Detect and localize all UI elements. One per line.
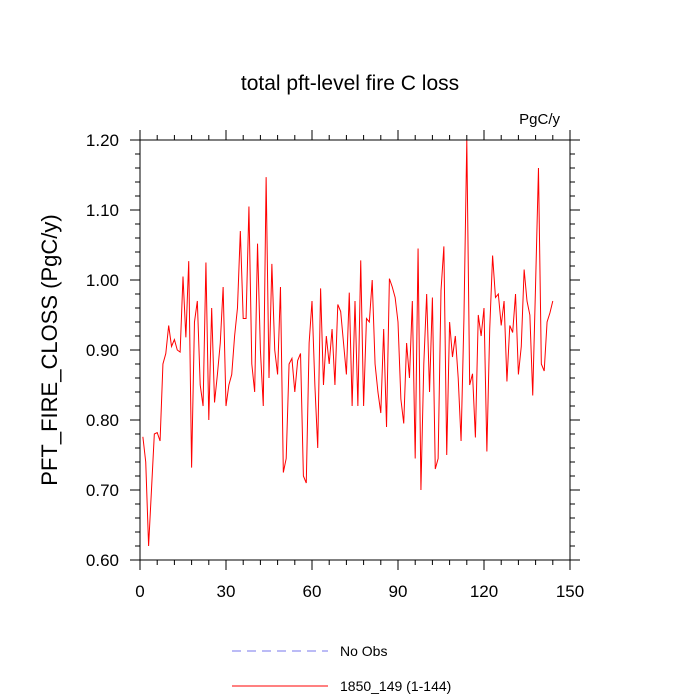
x-tick-label: 120 [470, 582, 498, 601]
x-tick-label: 30 [217, 582, 236, 601]
x-tick-label: 90 [389, 582, 408, 601]
legend-label-series: 1850_149 (1-144) [340, 678, 451, 694]
y-tick-label: 0.60 [86, 551, 119, 570]
legend-label-no-obs: No Obs [340, 643, 387, 659]
x-tick-label: 0 [135, 582, 144, 601]
x-tick-label: 150 [556, 582, 584, 601]
series-line-1850-149 [142, 139, 554, 547]
y-axis-label: PFT_FIRE_CLOSS (PgC/y) [37, 214, 62, 485]
x-tick-label: 60 [303, 582, 322, 601]
chart-title: total pft-level fire C loss [241, 72, 459, 95]
y-tick-label: 1.10 [86, 201, 119, 220]
y-tick-label: 1.00 [86, 271, 119, 290]
y-tick-label: 0.70 [86, 481, 119, 500]
units-label: PgC/y [519, 111, 560, 128]
y-tick-label: 1.20 [86, 131, 119, 150]
y-tick-label: 0.80 [86, 411, 119, 430]
y-tick-label: 0.90 [86, 341, 119, 360]
